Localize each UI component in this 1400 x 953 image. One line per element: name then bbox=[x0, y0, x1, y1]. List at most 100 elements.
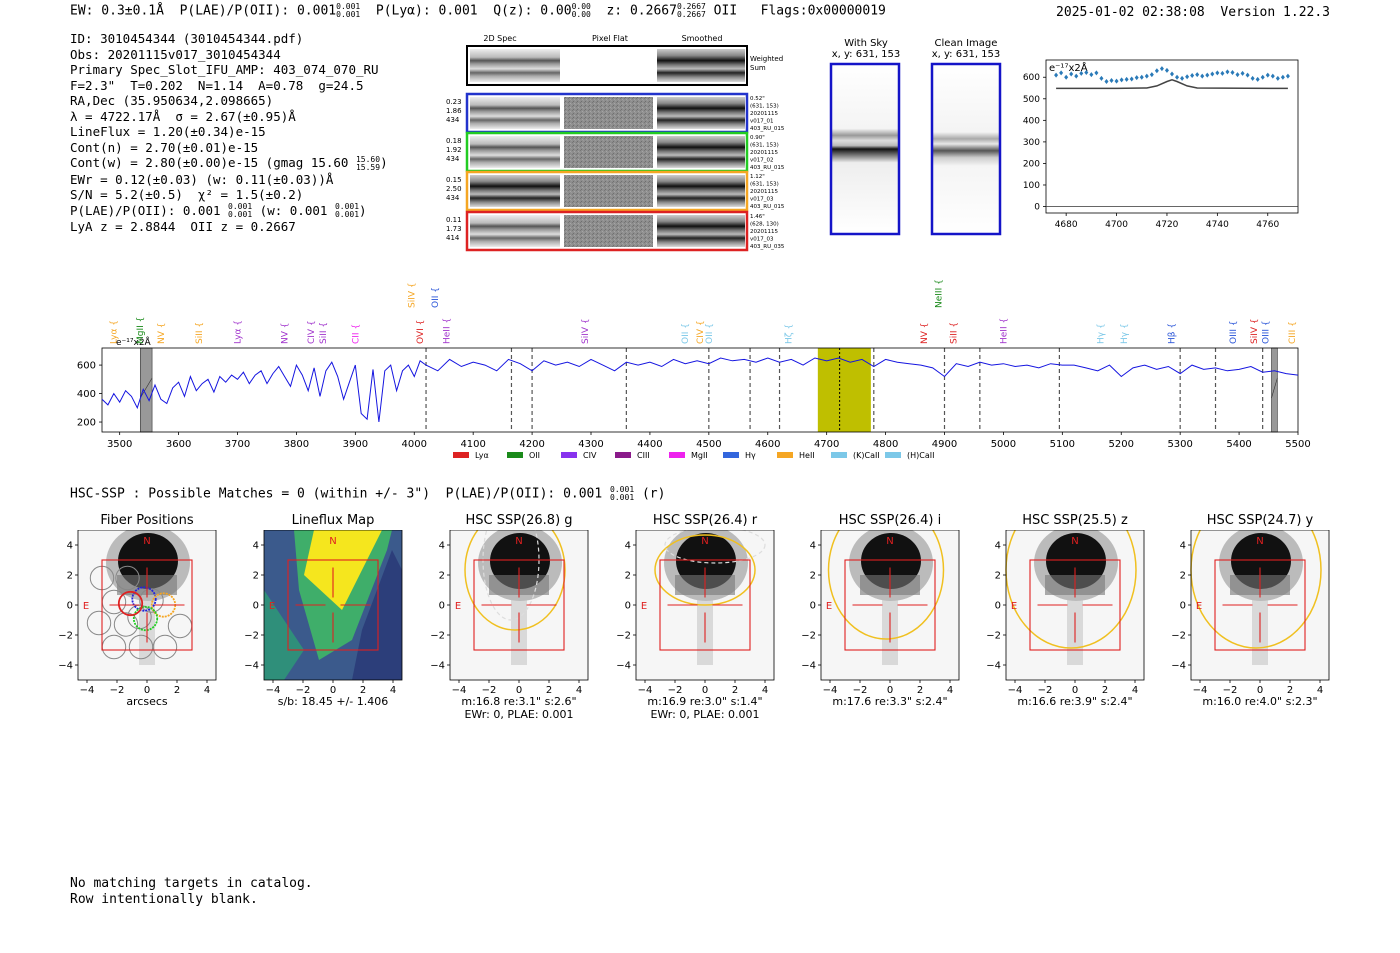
zoom-data-point bbox=[1099, 75, 1104, 81]
imaging-xtick-label: −4 bbox=[452, 685, 467, 696]
col-label-pixelflat: Pixel Flat bbox=[592, 34, 628, 43]
spectral-line-label: SiIV { bbox=[581, 318, 591, 344]
clean-image-title: Clean Image x, y: 631, 153 bbox=[926, 38, 1006, 60]
imaging-xtick-label: −4 bbox=[823, 685, 838, 696]
zoom-data-point bbox=[1159, 66, 1164, 72]
cutout-right-label: 0.90" bbox=[750, 135, 765, 141]
imaging-caption: m:17.6 re:3.3" s:2.4" bbox=[832, 695, 948, 708]
imaging-ytick-label: 2 bbox=[995, 571, 1001, 582]
cutout-right-label: 20201115 bbox=[750, 111, 778, 117]
imaging-panel: N E −4 −4 −2 −2 0 0 2 2 4 4 bbox=[430, 530, 589, 696]
fiber-circle bbox=[86, 610, 112, 636]
imaging-ytick-label: 4 bbox=[67, 541, 73, 552]
east-marker: E bbox=[1011, 601, 1017, 612]
plae-header-sub: 0.001 bbox=[336, 10, 361, 19]
spectral-line-label: NV { bbox=[281, 323, 291, 344]
zoom-data-point bbox=[1154, 68, 1159, 74]
zoom-data-point bbox=[1225, 69, 1230, 75]
spectrum-xtick-label: 4000 bbox=[402, 439, 427, 450]
legend-label: OII bbox=[529, 451, 540, 460]
zoom-ytick-label: 600 bbox=[1023, 73, 1040, 83]
imaging-xtick-label: 2 bbox=[732, 685, 738, 696]
zoom-data-point bbox=[1089, 72, 1094, 78]
legend-label: Hγ bbox=[745, 451, 756, 460]
info-plae-sub: 0.001 bbox=[228, 210, 253, 219]
search-box bbox=[659, 559, 751, 651]
zoom-data-point bbox=[1235, 72, 1240, 78]
cutout-2dspec bbox=[470, 97, 560, 129]
imaging-ytick-label: 0 bbox=[625, 601, 631, 612]
spectral-line-label: Hβ { bbox=[1167, 323, 1177, 344]
imaging-xtick-label: −4 bbox=[1008, 685, 1023, 696]
imaging-panel-title: HSC SSP(26.4) i bbox=[838, 513, 942, 528]
spectrum-xtick-label: 4900 bbox=[932, 439, 957, 450]
fiber-circle bbox=[128, 634, 154, 660]
fiber-circle bbox=[115, 565, 140, 591]
cutout-smoothed bbox=[657, 175, 745, 207]
imaging-ytick-label: −4 bbox=[1171, 661, 1186, 672]
cutout-smoothed bbox=[657, 97, 745, 129]
cutout-left-label: 0.18 bbox=[446, 137, 462, 145]
cutout-right-label: 20201115 bbox=[750, 150, 778, 156]
east-marker: E bbox=[455, 601, 461, 612]
z-sub: 0.2667 bbox=[676, 10, 706, 19]
legend-label: (H)CaII bbox=[907, 451, 934, 460]
zoom-data-point bbox=[1134, 75, 1139, 81]
weighted-2dspec bbox=[470, 49, 560, 82]
hsc-plae-sub: 0.001 bbox=[610, 493, 635, 502]
spectrum-xtick-label: 4200 bbox=[519, 439, 544, 450]
spectral-line-label: Hζ { bbox=[784, 324, 794, 344]
imaging-ytick-label: 4 bbox=[995, 541, 1001, 552]
spectrum-xtick-label: 3800 bbox=[284, 439, 309, 450]
imaging-panel-title: Lineflux Map bbox=[291, 513, 375, 528]
zoom-plot-frame bbox=[1045, 59, 1299, 214]
full-spectrum-plot: e⁻¹⁷x2Å 200 400 600 3500 3600 3700 3800 3900 4000… bbox=[77, 279, 1311, 460]
cutout-right-label: 20201115 bbox=[750, 189, 778, 195]
imaging-ytick-label: 2 bbox=[1180, 571, 1186, 582]
fiber-circle-selected bbox=[132, 605, 159, 632]
zoom-spectrum-plot: e⁻¹⁷x2Å 0 100 200 300 400 500 600 4680 4700 4720 4… bbox=[1023, 59, 1299, 230]
zoom-data-point bbox=[1139, 74, 1144, 80]
zoom-data-point bbox=[1064, 74, 1069, 80]
legend-swatch bbox=[885, 452, 901, 458]
cutout-pixelflat bbox=[564, 175, 653, 207]
footer-line-1: No matching targets in catalog. bbox=[70, 876, 313, 891]
zoom-data-point bbox=[1059, 70, 1064, 76]
cutout-left-label: 0.23 bbox=[446, 98, 462, 106]
imaging-ytick-label: 4 bbox=[625, 541, 631, 552]
legend-label: CIV bbox=[583, 451, 597, 460]
cutout-left-label: 434 bbox=[446, 194, 460, 202]
qz-sub: 0.00 bbox=[571, 10, 591, 19]
spectral-line-label: Lyα { bbox=[233, 320, 243, 344]
imaging-ytick-label: 0 bbox=[67, 601, 73, 612]
spectral-line-label: SiII { bbox=[949, 322, 959, 344]
hsc-summary: HSC-SSP : Possible Matches = 0 (within +… bbox=[70, 485, 666, 502]
cutout-2dspec bbox=[470, 136, 560, 168]
imaging-ytick-label: 4 bbox=[810, 541, 816, 552]
zoom-data-point bbox=[1175, 74, 1180, 80]
spectral-line-label: OIII { bbox=[1229, 320, 1239, 344]
spectrum-unit-label: e⁻¹⁷x2Å bbox=[116, 336, 152, 348]
imaging-xtick-label: −2 bbox=[1223, 685, 1238, 696]
imaging-ytick-label: −4 bbox=[430, 661, 445, 672]
legend-swatch bbox=[777, 452, 793, 458]
col-label-smoothed: Smoothed bbox=[682, 34, 723, 43]
north-marker: N bbox=[1071, 536, 1078, 547]
lineflux-region bbox=[264, 590, 304, 680]
legend-swatch bbox=[615, 452, 631, 458]
spectral-line-label: CIV { bbox=[696, 320, 706, 344]
imaging-panel-title: Fiber Positions bbox=[100, 513, 194, 528]
cutout-right-label: v017_01 bbox=[750, 119, 774, 125]
fiber-circle bbox=[113, 612, 139, 637]
imaging-xtick-label: 0 bbox=[887, 685, 893, 696]
imaging-xtick-label: 0 bbox=[702, 685, 708, 696]
east-marker: E bbox=[83, 601, 89, 612]
north-marker: N bbox=[701, 536, 708, 547]
zoom-data-point bbox=[1069, 71, 1074, 77]
neighbor-ellipse bbox=[664, 530, 766, 564]
zoom-data-point bbox=[1170, 71, 1174, 77]
info-plae: P(LAE)/P(OII): 0.001 0.001 0.001 (w: 0.00… bbox=[70, 202, 367, 219]
search-box bbox=[844, 559, 936, 651]
imaging-xtick-label: 0 bbox=[1257, 685, 1263, 696]
